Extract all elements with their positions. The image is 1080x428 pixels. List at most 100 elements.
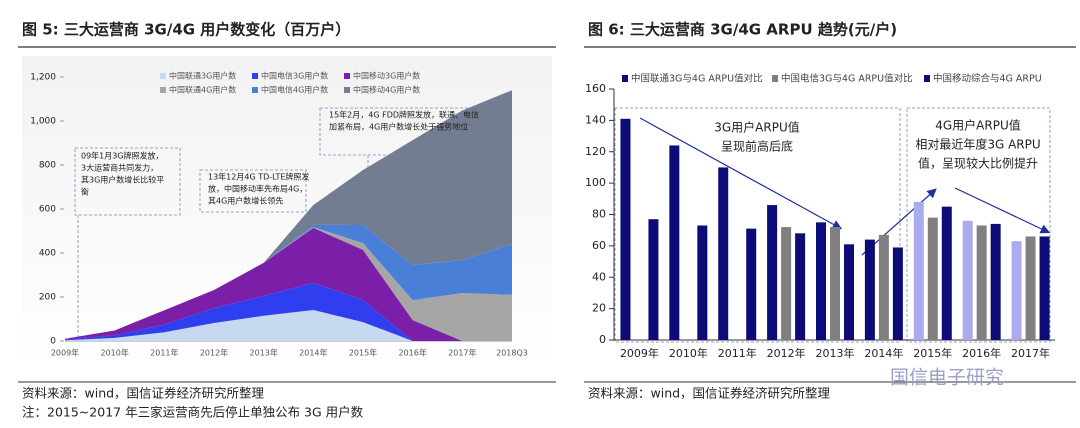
legend-swatch [252,73,258,79]
bar [767,205,778,340]
bar [878,234,889,340]
legend-label: 中国联通3G用户数 [169,71,236,81]
y-tick-label: 120 [585,145,606,158]
legend-swatch [252,87,258,93]
legend-label: 中国联通3G与4G ARPU值对比 [631,73,763,85]
x-tick-label: 2010年 [100,348,128,358]
annotation: 衡 [81,187,89,197]
bar [864,239,875,340]
y-tick-label: 0 [50,337,56,347]
x-tick-label: 2017年 [1011,346,1050,360]
legend-swatch [772,75,778,82]
x-tick-label: 2011年 [718,346,757,360]
y-tick-label: 600 [39,205,56,215]
x-tick-label: 2014年 [299,348,327,358]
bar [1011,241,1022,340]
x-tick-label: 2017年 [448,348,476,358]
bar [718,167,729,340]
legend-label: 中国联通4G用户数 [169,85,236,95]
annotation: 3G用户ARPU值 [714,120,800,135]
x-tick-label: 2009年 [51,348,79,358]
y-tick-label: 60 [592,239,606,252]
bar [830,227,840,340]
area [65,227,512,341]
legend-label: 中国移动4G用户数 [353,85,420,95]
bar [620,118,631,341]
annotation: 放，中国移动率先布局4G， [208,184,307,194]
bar [941,206,952,340]
annotation: 15年2月，4G FDD牌照发放，联通、电信 [329,110,479,120]
chart-title: 图 5: 三大运营商 3G/4G 用户数变化（百万户） [22,21,350,39]
legend-swatch [924,75,930,82]
bar [1039,236,1050,340]
bar [781,227,792,340]
source: 资料来源：wind，国信证券经济研究所整理 [588,386,831,401]
y-tick-label: 1,200 [30,73,56,83]
y-tick-label: 800 [39,161,56,171]
bar [990,223,1001,340]
x-tick-label: 2015年 [349,348,377,358]
bar [669,145,680,340]
annotation: 13年12月4G TD-LTE牌照发 [208,172,309,182]
legend-label: 中国移动3G用户数 [353,71,420,81]
y-tick-label: 1,000 [30,117,56,127]
x-tick-label: 2009年 [620,346,659,360]
legend-label: 中国移动综合与4G ARPU [933,73,1042,85]
y-tick-label: 200 [39,293,56,303]
bar [892,247,903,340]
note: 注：2015~2017 年三家运营商先后停止单独公布 3G 用户数 [22,405,364,420]
annotation: 其3G用户数增长比较平 [81,175,164,185]
annotation: 09年1月3G牌照发放， [81,151,164,161]
bar [795,233,806,340]
watermark: 国信电子研究 [890,367,1004,389]
bar [648,219,659,340]
annotation: 值，呈现较大比例提升 [918,156,1038,171]
legend-label: 中国电信4G用户数 [261,85,328,95]
area [65,224,512,339]
x-tick-label: 2011年 [150,348,178,358]
bar [697,225,708,340]
annotation: 相对最近年度3G ARPU [915,137,1040,152]
x-tick-label: 2010年 [669,346,708,360]
bar [976,225,987,340]
y-tick-label: 0 [599,333,606,346]
legend-label: 中国电信3G与4G ARPU值对比 [781,73,913,85]
bar [1025,236,1036,340]
bar [746,228,757,340]
annotation: 4G用户ARPU值 [935,118,1021,133]
y-tick-label: 160 [585,82,606,95]
legend-swatch [622,75,628,82]
legend-swatch [344,73,350,79]
annotation: 3大运营商共同发力， [81,163,158,173]
legend-swatch [160,73,166,79]
area [65,90,512,339]
source: 资料来源：wind，国信证券经济研究所整理 [22,386,265,401]
legend-swatch [344,87,350,93]
bar [927,217,938,340]
annotation: 呈现前高后底 [721,139,793,154]
legend-swatch [160,87,166,93]
bar [844,244,854,340]
y-tick-label: 140 [585,113,606,126]
area [65,227,512,341]
annotation: 加紧布局，4G用户数增长处于强势地位 [329,122,468,132]
y-tick-label: 80 [592,208,606,221]
y-tick-label: 100 [585,176,606,189]
bar [962,220,973,340]
annotation: 其4G用户数增长领先 [208,196,283,206]
area [65,309,512,341]
x-tick-label: 2012年 [200,348,228,358]
bar [816,222,826,340]
chart-title: 图 6: 三大运营商 3G/4G ARPU 趋势(元/户) [588,21,897,39]
y-tick-label: 400 [39,249,56,259]
x-tick-label: 2016年 [962,346,1001,360]
area [65,282,512,341]
x-tick-label: 2015年 [913,346,952,360]
x-tick-label: 2012年 [767,346,806,360]
x-tick-label: 2016年 [398,348,426,358]
x-tick-label: 2013年 [816,346,855,360]
y-tick-label: 20 [592,302,606,315]
y-tick-label: 40 [592,270,606,283]
x-tick-label: 2014年 [864,346,903,360]
